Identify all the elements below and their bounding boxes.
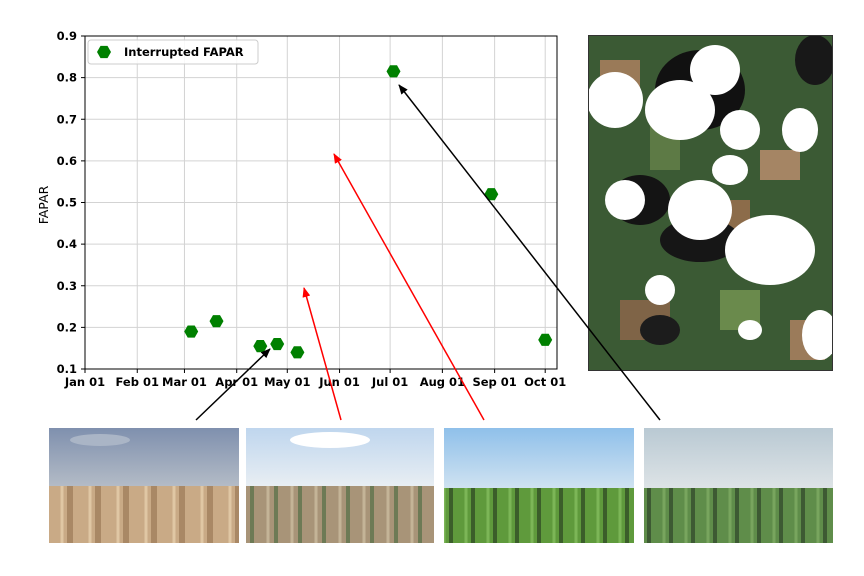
x-tick-label: Jul 01 bbox=[371, 375, 408, 389]
data-point-hexagon bbox=[290, 346, 305, 359]
data-point-hexagon bbox=[184, 325, 199, 338]
arrow-black-photo4 bbox=[398, 84, 661, 421]
x-axis-ticks: Jan 01 Feb 01 Mar 01 Apr 01 May 01 Jun 01 Jul … bbox=[64, 369, 566, 389]
legend: Interrupted FAPAR bbox=[87, 39, 259, 65]
data-point-hexagon bbox=[386, 65, 401, 78]
x-tick-label: Mar 01 bbox=[162, 375, 207, 389]
data-point-hexagon bbox=[253, 340, 268, 353]
y-axis-label: FAPAR bbox=[36, 185, 51, 224]
x-tick-label: Feb 01 bbox=[116, 375, 159, 389]
x-tick-label: Jun 01 bbox=[318, 375, 360, 389]
x-tick-label: Apr 01 bbox=[215, 375, 258, 389]
gridlines bbox=[84, 35, 557, 370]
data-points bbox=[184, 65, 553, 359]
y-tick-label: 0.9 bbox=[57, 29, 77, 43]
photo-mature-crop bbox=[644, 428, 833, 543]
photo-young-crop bbox=[444, 428, 634, 543]
legend-box bbox=[87, 39, 259, 65]
y-tick-label: 0.7 bbox=[57, 112, 77, 126]
legend-label: Interrupted FAPAR bbox=[124, 45, 244, 59]
y-axis-ticks: 0.1 0.2 0.3 0.4 0.5 0.6 0.7 0.8 0.9 bbox=[57, 29, 85, 376]
arrow-red-photo3 bbox=[333, 153, 485, 421]
arrow-red-photo2 bbox=[302, 287, 342, 421]
y-tick-label: 0.1 bbox=[57, 362, 77, 376]
arrow-black-photo1 bbox=[195, 348, 271, 421]
x-tick-label: Oct 01 bbox=[524, 375, 566, 389]
cloudy-satellite-image bbox=[588, 35, 833, 371]
y-tick-label: 0.6 bbox=[57, 154, 77, 168]
x-tick-label: Jan 01 bbox=[64, 375, 105, 389]
fapar-chart: 0.1 0.2 0.3 0.4 0.5 0.6 0.7 0.8 0.9 Jan 01 Feb 01… bbox=[36, 29, 566, 389]
y-tick-label: 0.4 bbox=[57, 237, 77, 251]
legend-marker-hexagon-icon bbox=[97, 45, 111, 59]
y-tick-label: 0.2 bbox=[57, 320, 77, 334]
data-point-hexagon bbox=[484, 188, 499, 201]
x-tick-label: Aug 01 bbox=[420, 375, 465, 389]
y-tick-label: 0.8 bbox=[57, 71, 77, 85]
photo-bare-soil-rows bbox=[49, 428, 239, 543]
data-point-hexagon bbox=[209, 315, 224, 328]
x-tick-label: May 01 bbox=[264, 375, 310, 389]
photo-emerging-crop bbox=[246, 428, 434, 543]
data-point-hexagon bbox=[538, 333, 553, 346]
y-tick-label: 0.3 bbox=[57, 279, 77, 293]
data-point-hexagon bbox=[270, 338, 285, 351]
x-tick-label: Sep 01 bbox=[472, 375, 516, 389]
y-tick-label: 0.5 bbox=[57, 196, 77, 210]
